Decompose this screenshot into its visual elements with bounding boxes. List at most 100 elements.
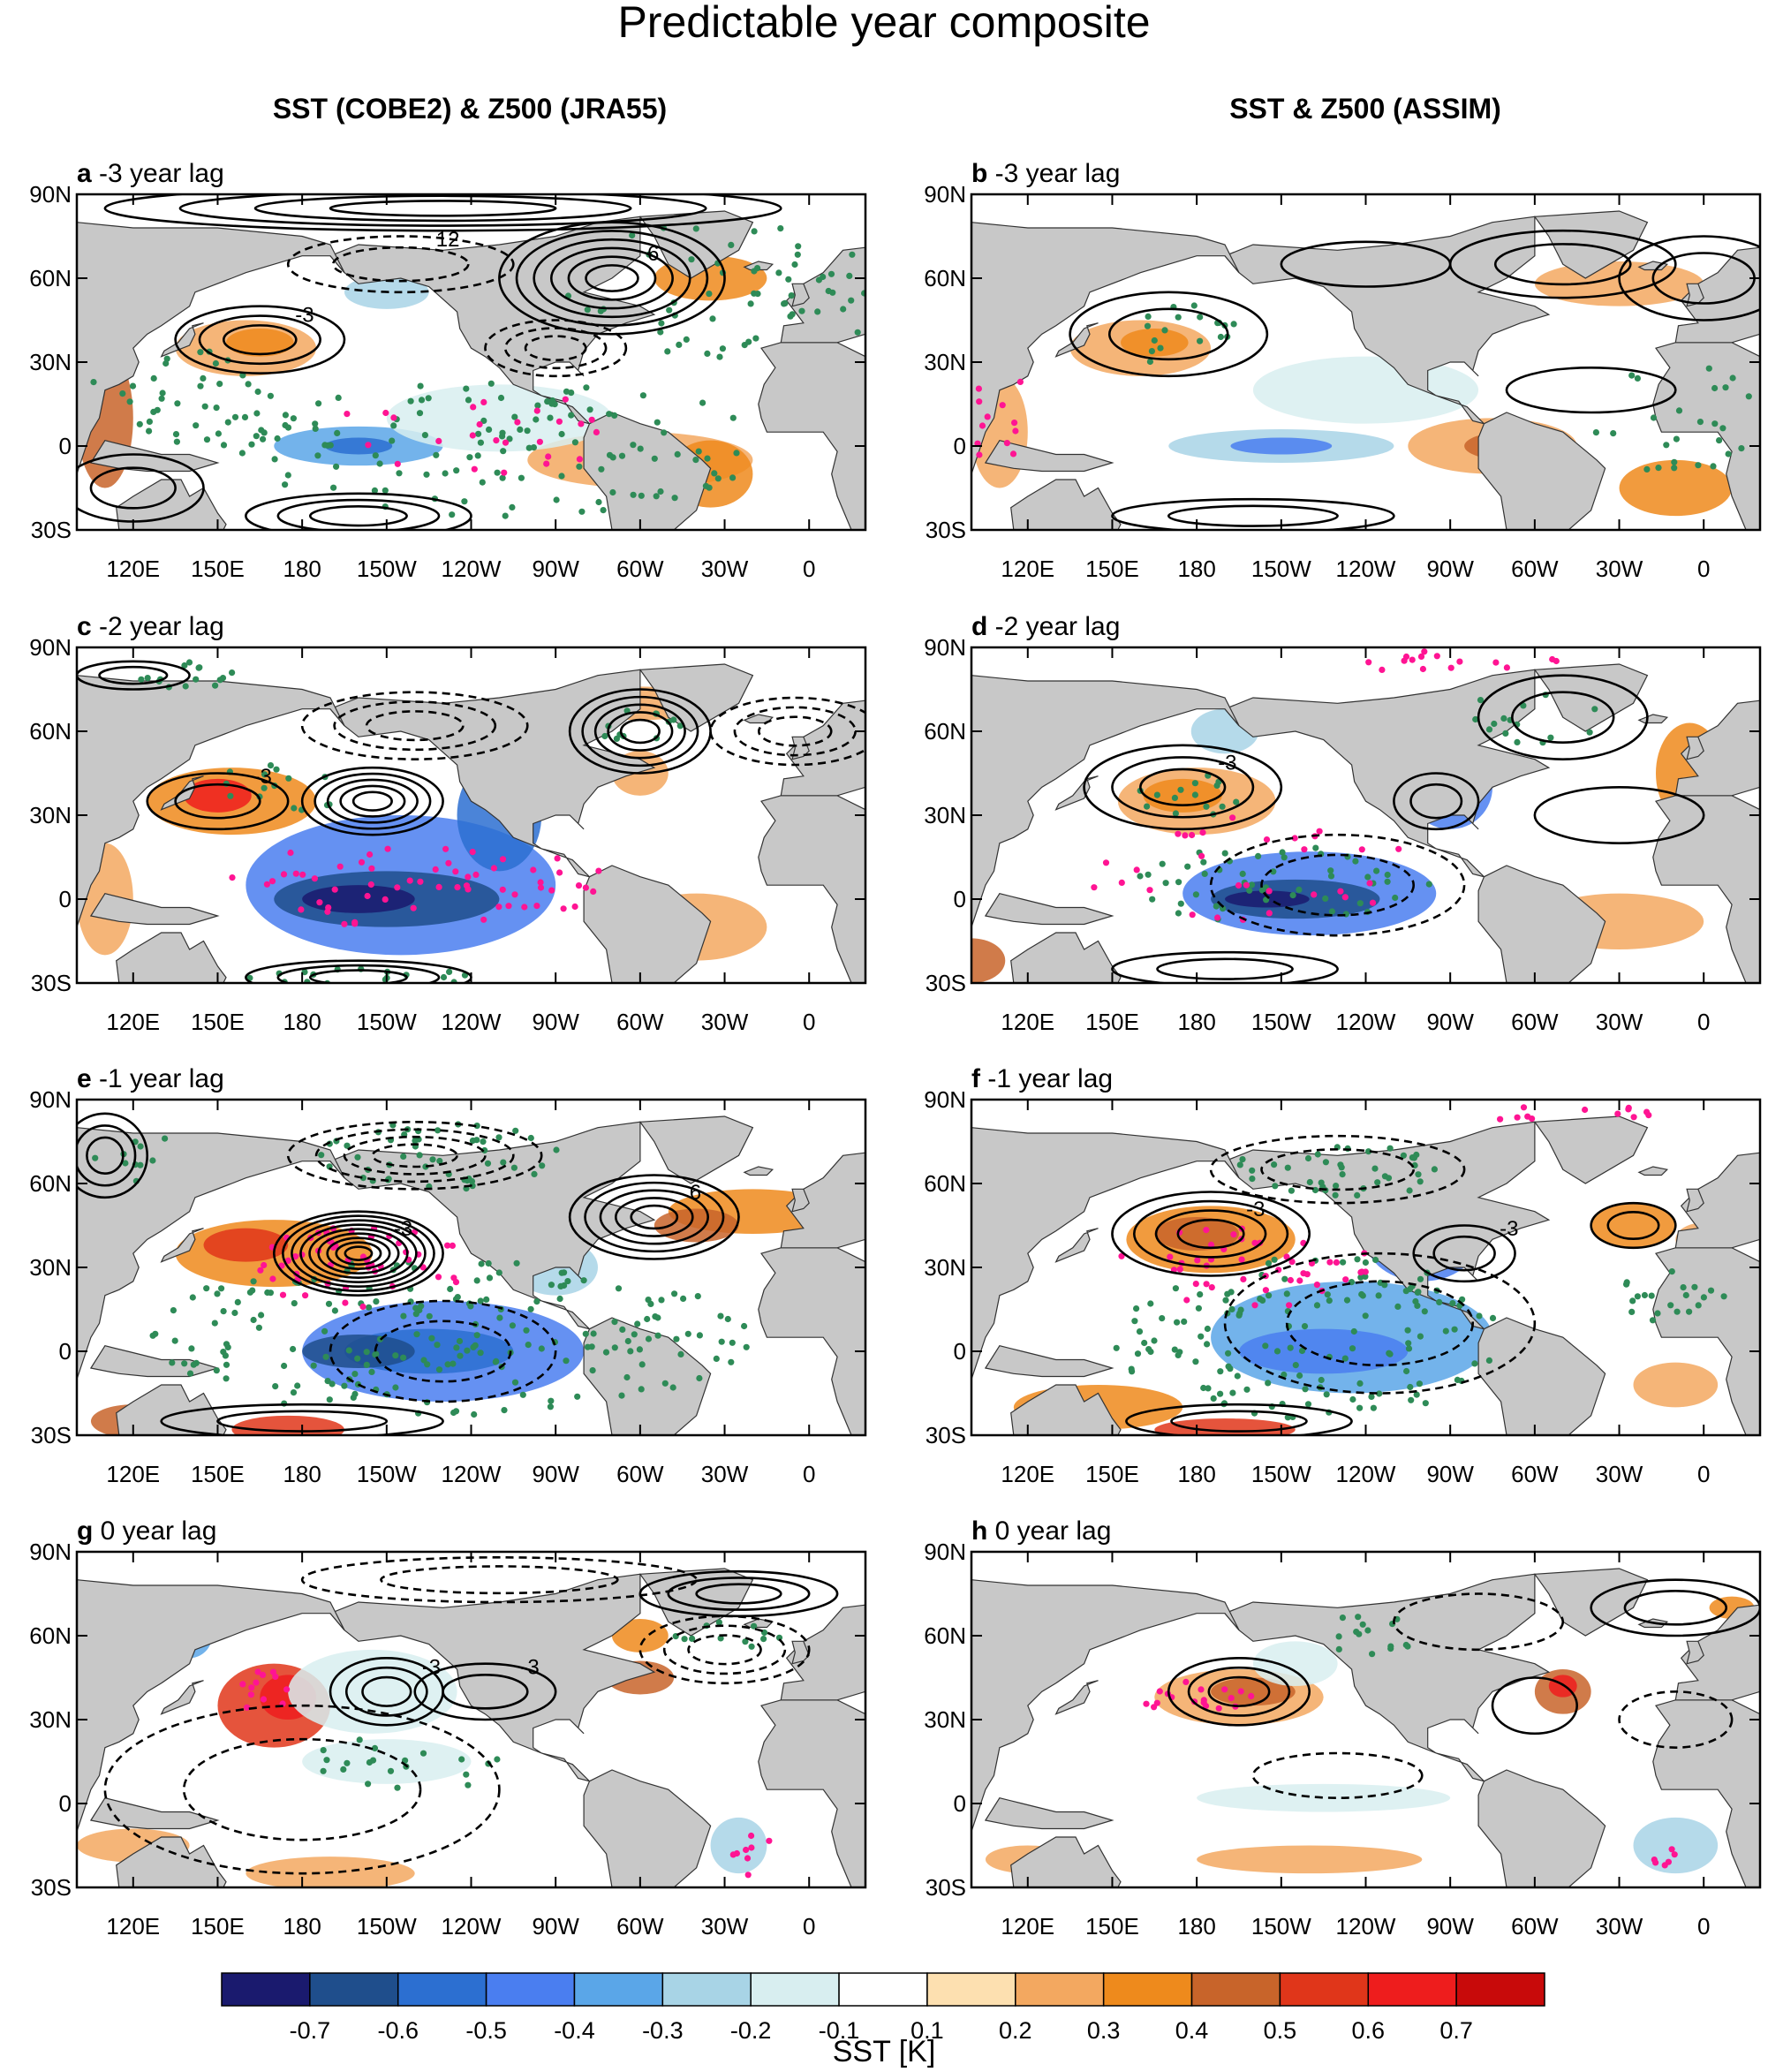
land-uk (1686, 736, 1704, 760)
significance-dot (1400, 1152, 1407, 1159)
significance-dot (1249, 1176, 1256, 1183)
significance-dot (1364, 873, 1371, 881)
significance-dot (798, 307, 805, 314)
z500-contour-positive (308, 505, 408, 527)
significance-dot (1392, 894, 1399, 902)
significance-dot (666, 306, 673, 314)
significance-dot (1298, 1347, 1306, 1355)
significance-dot (560, 905, 567, 912)
contour-label: 12 (436, 228, 460, 252)
significance-dot (1190, 302, 1198, 309)
significance-dot (1233, 798, 1240, 805)
z500-contour-positive (667, 1577, 811, 1611)
z500-contour-positive (174, 305, 346, 374)
sst-anomaly (1238, 1328, 1409, 1374)
z500-contour-negative (300, 691, 529, 760)
land-asia (77, 194, 345, 474)
land-south-america (583, 412, 712, 530)
significance-dot (172, 431, 180, 438)
significance-dot (1335, 1645, 1342, 1652)
panel-label-d: d -2 year lag (971, 612, 1120, 641)
significance-dot (261, 1261, 268, 1269)
significance-dot (258, 1312, 265, 1319)
significance-dot (568, 412, 575, 419)
significance-dot (403, 972, 410, 979)
significance-dot (653, 493, 660, 500)
significance-dot (684, 1330, 691, 1337)
significance-dot (1281, 854, 1288, 861)
lat-tick-label: 90N (29, 181, 72, 208)
significance-dot (1288, 1187, 1295, 1194)
significance-dot (1181, 1318, 1188, 1325)
land-iceland (1637, 1166, 1669, 1176)
significance-dot (1200, 1697, 1207, 1704)
lon-tick-label: 120W (1336, 1461, 1396, 1487)
significance-dot (412, 1304, 419, 1312)
significance-dot (1529, 1115, 1536, 1123)
significance-dot (1157, 344, 1164, 352)
significance-dot (744, 1872, 752, 1879)
z500-contour-positive (1590, 1201, 1677, 1250)
significance-dot (629, 231, 636, 239)
lat-tick-label: 60N (924, 1170, 966, 1197)
significance-dot (1421, 1308, 1428, 1315)
lat-tick-label: 60N (29, 1170, 72, 1197)
z500-contour-positive (1533, 786, 1705, 844)
lat-tick-label: 60N (924, 718, 966, 745)
significance-dot (1547, 734, 1554, 741)
significance-dot (671, 495, 678, 502)
significance-dot (269, 1275, 276, 1282)
significance-dot (509, 1322, 517, 1329)
lon-tick-label: 120W (1336, 1009, 1396, 1035)
significance-dot (302, 1292, 309, 1299)
z500-contour-positive (198, 314, 321, 366)
z500-contour-positive (77, 1112, 149, 1199)
significance-dot (452, 1408, 460, 1415)
significance-dot (468, 1178, 476, 1185)
significance-dot (471, 465, 478, 473)
significance-dot (1514, 1114, 1521, 1121)
significance-dot (1691, 1283, 1698, 1290)
significance-dot (1162, 880, 1169, 887)
panel-lag-label: -1 year lag (92, 1064, 224, 1093)
significance-dot (1159, 1315, 1166, 1322)
significance-dot (345, 1347, 352, 1354)
significance-dot (1153, 791, 1160, 798)
land-south-america (1477, 1769, 1606, 1887)
significance-dot (618, 1392, 625, 1399)
significance-dot (467, 1303, 474, 1310)
significance-dot (1227, 1365, 1234, 1373)
significance-dot (291, 805, 298, 812)
significance-dot (1413, 1391, 1420, 1398)
significance-dot (1102, 859, 1110, 866)
z500-contour-negative (1251, 1751, 1424, 1799)
significance-dot (751, 1622, 758, 1630)
significance-dot (195, 664, 202, 671)
significance-dot (1213, 903, 1220, 910)
significance-dot (1177, 900, 1184, 907)
significance-dot (137, 1143, 144, 1150)
significance-dot (1182, 1678, 1190, 1685)
significance-dot (150, 374, 157, 382)
significance-dot (661, 1380, 669, 1387)
colorbar-swatch (309, 1972, 399, 2007)
significance-dot (533, 903, 540, 910)
lat-tick-label: 30S (31, 970, 72, 996)
z500-contour-positive (1511, 691, 1615, 744)
significance-dot (480, 398, 487, 405)
lon-tick-label: 0 (1697, 1009, 1710, 1035)
significance-dot (382, 409, 389, 417)
significance-dot (1316, 828, 1323, 835)
significance-dot (1339, 1614, 1346, 1622)
z500-contour-positive (174, 783, 261, 820)
colorbar-swatch (926, 1972, 1016, 2007)
significance-dot (745, 338, 752, 345)
significance-dot (775, 1634, 783, 1641)
significance-dot (1359, 1292, 1366, 1299)
significance-dot (511, 1379, 519, 1386)
z500-contour-negative (331, 246, 470, 283)
land-australia (116, 932, 227, 983)
lat-tick-label: 60N (29, 718, 72, 745)
z500-contour-positive (1176, 1218, 1245, 1250)
